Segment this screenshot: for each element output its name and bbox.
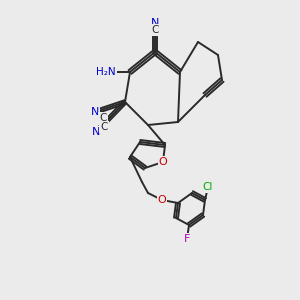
Text: N: N <box>151 18 159 28</box>
Text: Cl: Cl <box>203 182 213 192</box>
Text: C: C <box>151 25 159 35</box>
Text: F: F <box>184 234 190 244</box>
Text: O: O <box>158 195 166 205</box>
Text: O: O <box>159 157 167 167</box>
Text: N: N <box>92 127 100 137</box>
Text: N: N <box>91 107 99 117</box>
Text: C: C <box>99 113 107 123</box>
Text: C: C <box>100 122 108 132</box>
Text: H₂N: H₂N <box>96 67 116 77</box>
